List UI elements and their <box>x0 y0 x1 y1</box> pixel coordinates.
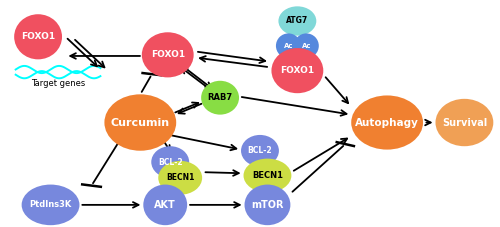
Text: RAB7: RAB7 <box>208 93 233 102</box>
Text: Survival: Survival <box>442 118 487 128</box>
Text: BECN1: BECN1 <box>252 171 283 180</box>
Text: FOXO1: FOXO1 <box>21 32 55 41</box>
Ellipse shape <box>244 159 292 192</box>
Text: BECN1: BECN1 <box>166 173 194 182</box>
Ellipse shape <box>276 33 301 58</box>
Ellipse shape <box>272 48 324 93</box>
Text: ATG7: ATG7 <box>286 17 308 25</box>
Text: PtdIns3K: PtdIns3K <box>30 200 72 209</box>
Text: Target genes: Target genes <box>31 79 85 88</box>
Ellipse shape <box>201 81 239 115</box>
Text: Ac: Ac <box>302 43 311 49</box>
Ellipse shape <box>244 185 290 225</box>
Ellipse shape <box>142 32 194 77</box>
Text: BCL-2: BCL-2 <box>248 146 272 155</box>
Ellipse shape <box>436 99 494 146</box>
Text: Autophagy: Autophagy <box>355 118 419 128</box>
Ellipse shape <box>144 185 187 225</box>
Ellipse shape <box>22 185 80 225</box>
Ellipse shape <box>158 161 202 195</box>
Ellipse shape <box>152 146 189 178</box>
Ellipse shape <box>294 33 319 58</box>
Ellipse shape <box>14 14 62 59</box>
Text: mTOR: mTOR <box>251 200 284 210</box>
Ellipse shape <box>278 6 316 36</box>
Ellipse shape <box>104 94 176 151</box>
Ellipse shape <box>241 135 279 167</box>
Text: Curcumin: Curcumin <box>110 118 170 128</box>
Text: BCL-2: BCL-2 <box>158 158 182 167</box>
Text: FOXO1: FOXO1 <box>150 50 185 59</box>
Text: AKT: AKT <box>154 200 176 210</box>
Ellipse shape <box>351 95 423 150</box>
Text: FOXO1: FOXO1 <box>280 66 314 75</box>
Text: Ac: Ac <box>284 43 293 49</box>
